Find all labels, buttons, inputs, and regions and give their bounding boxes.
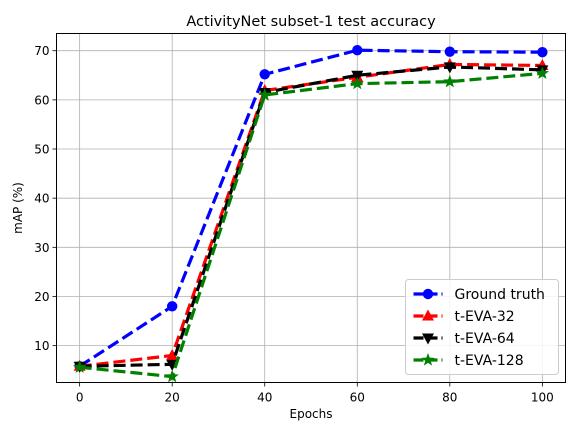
data-point bbox=[351, 70, 364, 82]
y-tick-label: 10 bbox=[34, 339, 49, 353]
y-tick-label: 50 bbox=[34, 143, 49, 157]
data-point bbox=[443, 62, 456, 74]
legend-label: t-EVA-64 bbox=[455, 331, 515, 347]
data-point bbox=[350, 76, 364, 90]
chart-title: ActivityNet subset-1 test accuracy bbox=[186, 14, 436, 30]
data-point bbox=[165, 369, 179, 383]
y-tick-label: 30 bbox=[34, 241, 49, 255]
series-line bbox=[79, 62, 543, 368]
y-tick-label: 40 bbox=[34, 192, 49, 206]
series-line bbox=[79, 65, 543, 368]
legend-marker bbox=[422, 333, 434, 345]
x-axis-label: Epochs bbox=[290, 407, 333, 421]
legend-item: Ground truth bbox=[413, 287, 545, 303]
x-tick-label: 0 bbox=[76, 391, 84, 405]
legend: Ground truth t-EVA-32 t-EVA-64 t-EVA-128 bbox=[405, 279, 559, 375]
data-point bbox=[537, 46, 548, 58]
y-tick-label: 70 bbox=[34, 44, 49, 58]
legend-box bbox=[405, 279, 559, 375]
data-point bbox=[259, 69, 270, 80]
y-tick-label: 60 bbox=[34, 93, 49, 107]
y-tick-label: 20 bbox=[34, 290, 49, 304]
legend-label: t-EVA-128 bbox=[455, 353, 524, 369]
data-point bbox=[166, 348, 179, 360]
data-point bbox=[166, 301, 178, 312]
series-layer bbox=[72, 45, 550, 383]
x-tick-label: 20 bbox=[165, 391, 180, 405]
x-tick-label: 100 bbox=[531, 391, 554, 405]
legend-item: t-EVA-32 bbox=[413, 309, 515, 325]
legend-item: t-EVA-64 bbox=[413, 331, 515, 347]
data-point bbox=[443, 74, 457, 88]
x-tick-label: 40 bbox=[257, 391, 272, 405]
data-point bbox=[352, 45, 363, 56]
data-point bbox=[258, 87, 272, 101]
x-tick-label: 80 bbox=[442, 391, 457, 405]
series-t-eva-128 bbox=[72, 66, 550, 383]
x-tick-label: 60 bbox=[350, 391, 365, 405]
legend-marker bbox=[421, 353, 435, 366]
legend-marker bbox=[422, 309, 434, 321]
series-line bbox=[78, 48, 543, 368]
data-point bbox=[444, 46, 456, 57]
plot-frame bbox=[56, 33, 566, 383]
data-point bbox=[72, 360, 87, 373]
y-axis-label: mAP (%) bbox=[11, 182, 25, 234]
legend-label: Ground truth bbox=[455, 287, 545, 303]
axis-ticks: 0 20 40 60 80 100 10 20 30 40 50 60 70 bbox=[34, 44, 554, 404]
legend-item: t-EVA-128 bbox=[413, 353, 524, 369]
legend-marker bbox=[422, 288, 434, 300]
series-line bbox=[79, 71, 543, 379]
data-point bbox=[535, 66, 550, 79]
legend-label: t-EVA-32 bbox=[455, 309, 515, 325]
